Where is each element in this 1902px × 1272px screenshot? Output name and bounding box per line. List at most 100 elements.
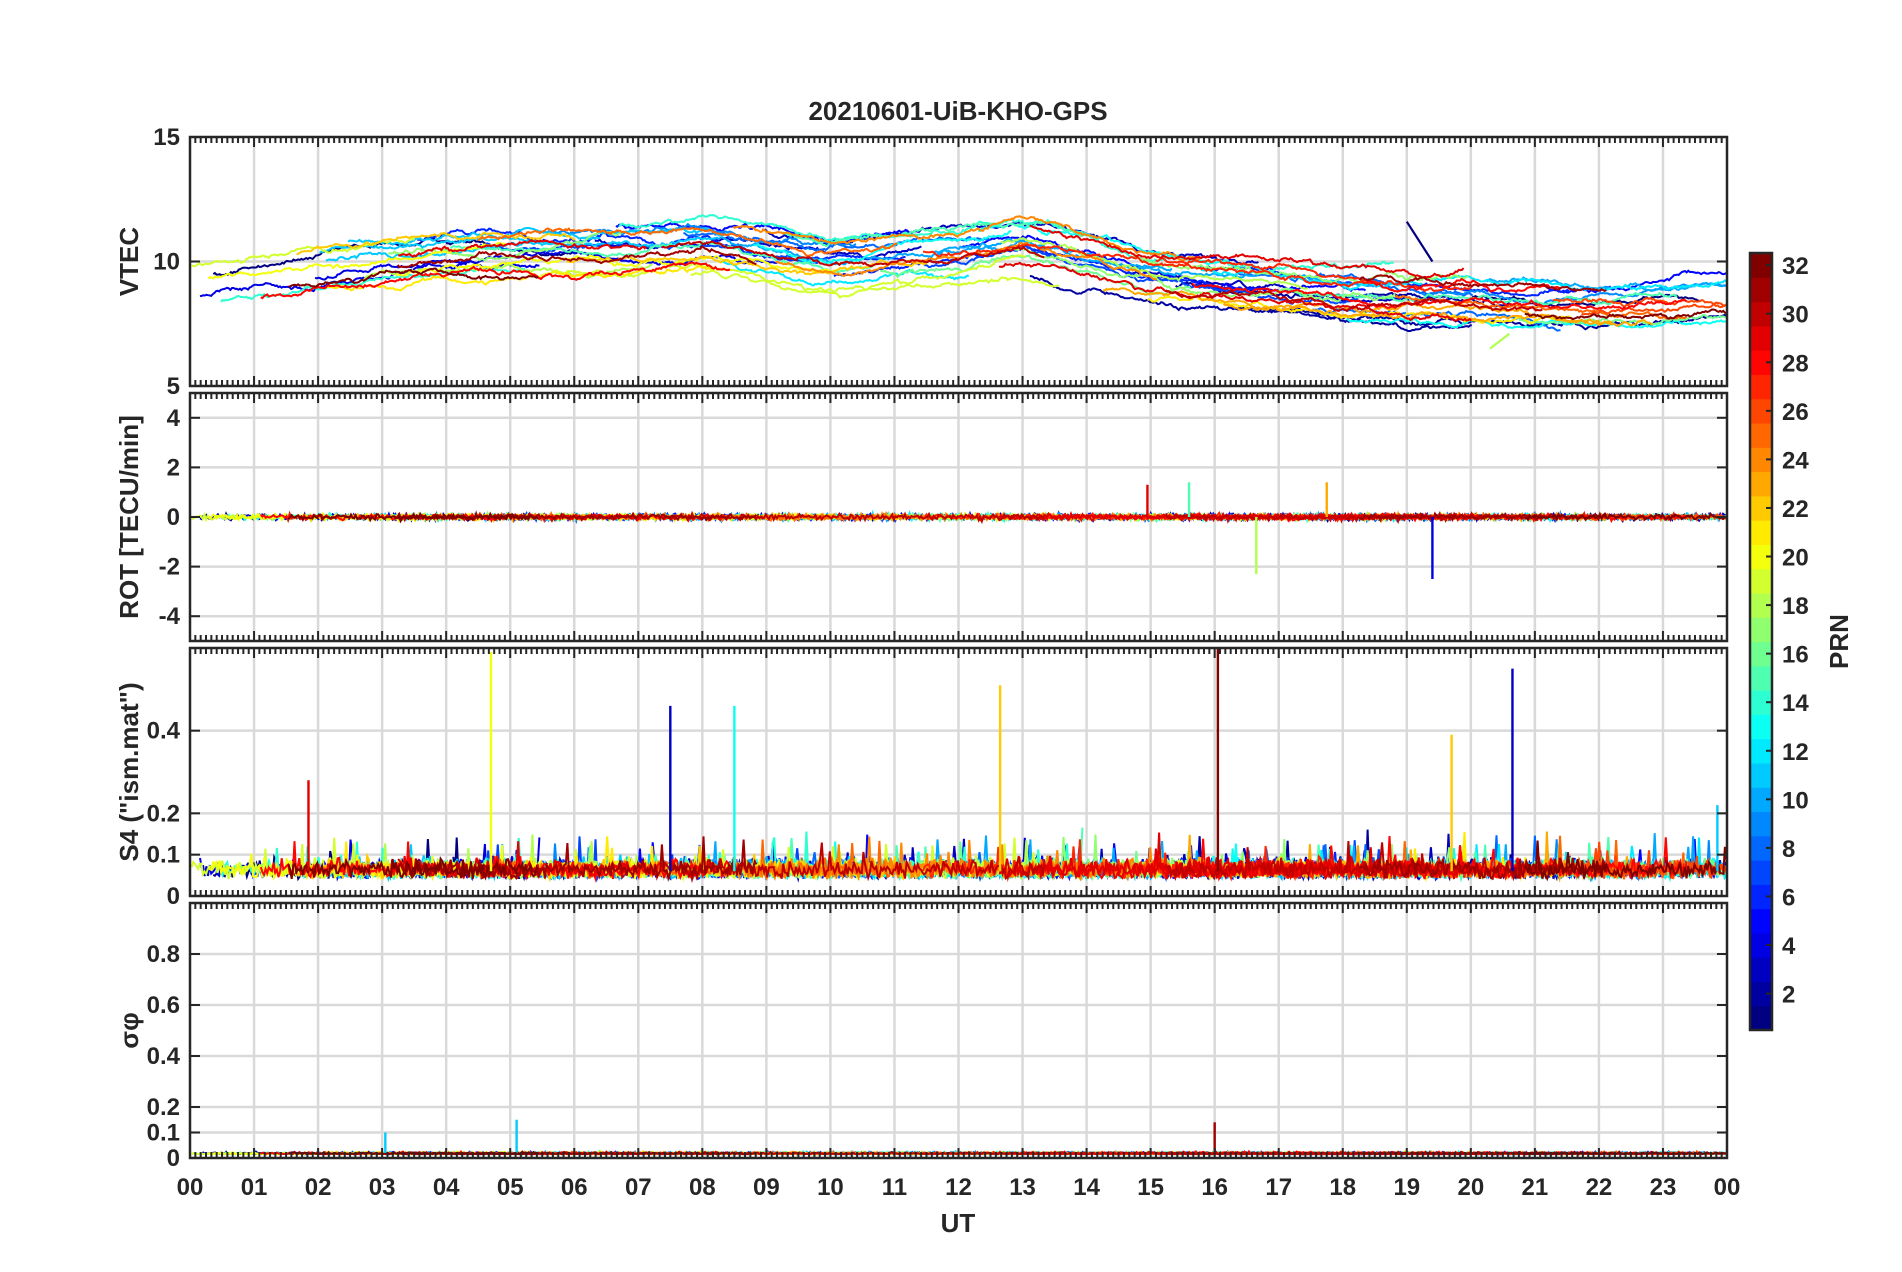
colorbar-segment-prn-2 — [1750, 981, 1772, 1007]
trace-prn-2 — [1175, 281, 1516, 308]
sigma_phi-ytick-label: 0.6 — [147, 992, 180, 1019]
s4-ylabel: S4 ("ism.mat") — [114, 682, 144, 861]
colorbar-segment-prn-23 — [1750, 471, 1772, 497]
colorbar-tick-label: 18 — [1782, 593, 1809, 620]
trace-prn-24 — [732, 215, 1203, 262]
feature-prn-18 — [1489, 332, 1510, 350]
x-tick-label: 17 — [1265, 1174, 1292, 1201]
trace-prn-9 — [538, 222, 857, 248]
colorbar-tick-label: 8 — [1782, 836, 1795, 863]
x-tick-label: 14 — [1073, 1174, 1100, 1201]
s4-ytick-label: 0.4 — [147, 718, 181, 745]
panel-rot: -4 -2 0 2 4 ROT [TECU/min] — [114, 391, 1729, 643]
sigma_phi-ytick-label: 0.1 — [147, 1120, 180, 1147]
trace-prn-32 — [288, 267, 539, 288]
colorbar-tick-label: 30 — [1782, 302, 1809, 329]
trace-prn-32 — [1524, 511, 1727, 523]
colorbar-segment-prn-15 — [1750, 665, 1772, 691]
colorbar-segment-prn-30 — [1750, 301, 1772, 327]
trace-prn-19 — [690, 269, 1060, 293]
x-tick-label: 19 — [1393, 1174, 1420, 1201]
trace-prn-30 — [1164, 510, 1544, 525]
trace-prn-10 — [1485, 276, 1727, 292]
colorbar-tick-label: 32 — [1782, 253, 1809, 280]
colorbar-segment-prn-3 — [1750, 957, 1772, 983]
trace-prn-18 — [1000, 237, 1309, 290]
colorbar-segment-prn-29 — [1750, 325, 1772, 351]
colorbar-segment-prn-17 — [1750, 617, 1772, 643]
trace-prn-32 — [1524, 840, 1727, 882]
colorbar-segment-prn-7 — [1750, 860, 1772, 885]
trace-prn-19 — [540, 254, 1026, 299]
colorbar-tick-label: 22 — [1782, 496, 1809, 523]
s4-ytick-label: 0.1 — [147, 842, 180, 869]
x-tick-label: 09 — [753, 1174, 780, 1201]
s4-traces — [190, 648, 1727, 884]
trace-prn-31 — [396, 836, 758, 882]
x-tick-label: 06 — [561, 1174, 588, 1201]
x-tick-label: 04 — [433, 1174, 460, 1201]
colorbar-segment-prn-24 — [1750, 447, 1772, 473]
colorbar-segment-prn-16 — [1750, 641, 1772, 667]
colorbar-segment-prn-8 — [1750, 835, 1772, 861]
trace-prn-31 — [1359, 856, 1608, 881]
colorbar-tick-label: 26 — [1782, 399, 1809, 426]
colorbar-segment-prn-22 — [1750, 495, 1772, 521]
trace-prn-26 — [1581, 303, 1727, 316]
trace-prn-29 — [1029, 224, 1465, 279]
trace-prn-13 — [753, 230, 1012, 265]
trace-prn-26 — [1552, 296, 1727, 308]
x-axis-label: UT — [941, 1208, 976, 1238]
s4-ytick-label: 0 — [167, 883, 180, 910]
vtec-ytick-label: 15 — [153, 124, 180, 151]
colorbar-segment-prn-28 — [1750, 350, 1772, 376]
trace-prn-11 — [325, 236, 716, 262]
trace-prn-25 — [477, 227, 898, 257]
colorbar-tick-label: 14 — [1782, 690, 1809, 717]
colorbar-segment-prn-4 — [1750, 932, 1772, 958]
vtec-traces — [191, 213, 1727, 350]
trace-prn-22 — [296, 231, 576, 256]
x-tick-label: 02 — [305, 1174, 332, 1201]
x-tick-label: 16 — [1201, 1174, 1228, 1201]
trace-prn-27 — [922, 243, 1381, 288]
rot-ytick-label: 4 — [167, 405, 181, 432]
trace-prn-22 — [566, 255, 928, 276]
s4-ytick-label: 0.2 — [147, 800, 180, 827]
trace-prn-13 — [1346, 316, 1727, 329]
trace-prn-28 — [259, 841, 731, 883]
x-tick-label: 10 — [817, 1174, 844, 1201]
colorbar-segment-prn-11 — [1750, 762, 1772, 788]
x-tick-label: 00 — [177, 1174, 204, 1201]
colorbar-segment-prn-25 — [1750, 422, 1772, 448]
trace-prn-15 — [449, 241, 874, 274]
x-tick-label: 13 — [1009, 1174, 1036, 1201]
colorbar-segment-prn-9 — [1750, 811, 1772, 837]
colorbar-label: PRN — [1824, 614, 1854, 669]
colorbar-segment-prn-5 — [1750, 908, 1772, 934]
rot-ytick-label: 0 — [167, 504, 180, 531]
x-axis: 00 01 02 03 04 05 06 07 08 09 10 11 12 13 14 15 16 17 18 19… — [177, 1174, 1741, 1201]
trace-prn-12 — [720, 260, 970, 287]
colorbar-segment-prn-12 — [1750, 738, 1772, 764]
x-tick-label: 12 — [945, 1174, 972, 1201]
colorbar-segment-prn-10 — [1750, 787, 1772, 813]
sigma_phi-ylabel: σφ — [114, 1012, 144, 1048]
sigma_phi-ytick-label: 0.2 — [147, 1094, 180, 1121]
rot-ytick-label: 2 — [167, 454, 180, 481]
trace-prn-31 — [396, 245, 757, 269]
trace-prn-23 — [1102, 287, 1613, 326]
trace-prn-32 — [287, 511, 539, 524]
trace-prn-30 — [661, 240, 1045, 268]
trace-prn-31 — [396, 510, 758, 522]
colorbar-tick-label: 20 — [1782, 545, 1809, 572]
panel-vtec: 5 10 15 VTEC — [114, 124, 1729, 400]
x-tick-label: 03 — [369, 1174, 396, 1201]
colorbar-segment-prn-19 — [1750, 568, 1772, 594]
colorbar-segment-prn-13 — [1750, 714, 1772, 740]
panel-s4: 0 0.1 0.2 0.4S4 ("ism.mat") — [114, 646, 1729, 910]
trace-prn-29 — [998, 261, 1473, 322]
x-tick-label: 07 — [625, 1174, 652, 1201]
x-tick-label: 11 — [882, 1174, 907, 1201]
x-tick-label: 01 — [241, 1174, 268, 1201]
